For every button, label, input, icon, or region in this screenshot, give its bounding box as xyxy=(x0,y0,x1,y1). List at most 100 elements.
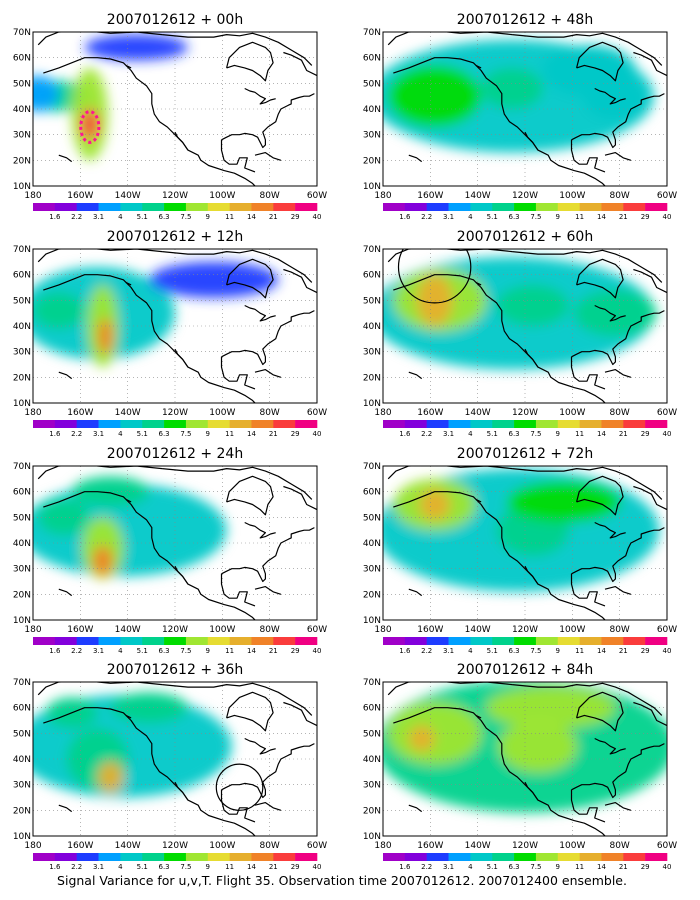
y-tick-label: 60N xyxy=(363,271,381,281)
colorbar-swatch xyxy=(98,420,121,428)
y-tick-label: 60N xyxy=(13,488,31,498)
circle-marker xyxy=(397,249,472,304)
x-tick-label: 80W xyxy=(259,625,279,635)
colorbar-label: 29 xyxy=(641,647,650,655)
y-tick-label: 60N xyxy=(13,704,31,714)
x-tick-label: 180 xyxy=(374,408,391,418)
coastline xyxy=(283,701,317,727)
colorbar-swatch xyxy=(579,853,602,861)
colorbar-swatch xyxy=(76,853,99,861)
colorbar-swatch xyxy=(557,203,580,211)
coastlines xyxy=(37,249,317,403)
coastline xyxy=(475,281,482,286)
coastline xyxy=(633,485,667,511)
y-tick-label: 30N xyxy=(363,348,381,358)
coastline xyxy=(633,51,667,77)
panel-title: 2007012612 + 72h xyxy=(457,446,593,462)
colorbar-swatch xyxy=(76,637,99,645)
colorbar-label: 29 xyxy=(291,647,300,655)
colorbar-label: 6.3 xyxy=(509,647,520,655)
colorbar-label: 6.3 xyxy=(159,863,170,871)
colorbar-swatch xyxy=(98,637,121,645)
coastline xyxy=(162,682,313,716)
x-tick-label: 160W xyxy=(67,191,93,201)
coastline xyxy=(283,51,317,77)
colorbar-label: 5.1 xyxy=(487,430,498,438)
coastline xyxy=(604,152,632,161)
coastline xyxy=(576,475,624,516)
coastline xyxy=(387,466,513,480)
coastline xyxy=(226,475,274,516)
colorbar-label: 1.6 xyxy=(49,213,61,221)
colorbar-label: 40 xyxy=(663,647,672,655)
colorbar-label: 9 xyxy=(206,213,210,221)
coastline xyxy=(576,41,624,82)
colorbar-label: 2.2 xyxy=(421,213,432,221)
colorbar-label: 40 xyxy=(313,647,322,655)
coastline xyxy=(604,369,632,378)
colorbar-swatch xyxy=(251,420,274,428)
colorbar-swatch xyxy=(426,637,449,645)
colorbar-swatch xyxy=(164,637,187,645)
coastline xyxy=(524,131,539,151)
panel-7: 2007012612 + 84h 180 160W 140W 120W 100W 80W 60… xyxy=(363,662,677,871)
colorbar-swatch xyxy=(120,420,143,428)
y-tick-label: 30N xyxy=(13,565,31,575)
coastline xyxy=(571,743,665,799)
colorbar-swatch xyxy=(54,637,77,645)
coastline xyxy=(37,249,163,263)
colorbar-swatch xyxy=(492,637,515,645)
circle-marker xyxy=(215,763,264,811)
variance-blob xyxy=(149,261,279,298)
colorbar-label: 5.1 xyxy=(487,863,498,871)
coastline xyxy=(387,32,513,46)
coastline xyxy=(37,466,163,480)
colorbar-label: 21 xyxy=(269,647,278,655)
coastline xyxy=(387,249,513,263)
panel-title: 2007012612 + 24h xyxy=(107,446,243,462)
colorbar-label: 7.5 xyxy=(180,430,191,438)
coastline xyxy=(58,588,73,597)
colorbar: 1.6 2.2 3.1 4 5.1 6.3 7.5 9 11 14 21 29 40 xyxy=(383,853,671,871)
x-tick-label: 60W xyxy=(307,408,327,418)
colorbar-swatch xyxy=(33,637,56,645)
x-tick-label: 160W xyxy=(417,191,443,201)
y-tick-label: 10N xyxy=(13,399,31,409)
panel-title: 2007012612 + 00h xyxy=(107,12,243,28)
x-tick-label: 80W xyxy=(259,408,279,418)
y-tick-label: 20N xyxy=(363,373,381,383)
coastline xyxy=(58,154,73,163)
colorbar-label: 3.1 xyxy=(443,647,454,655)
x-tick-label: 60W xyxy=(657,408,677,418)
coastlines xyxy=(387,466,667,620)
y-tick-label: 50N xyxy=(363,296,381,306)
coastline xyxy=(221,527,315,583)
colorbar-label: 11 xyxy=(575,647,584,655)
colorbar-swatch xyxy=(492,420,515,428)
colorbar-swatch xyxy=(164,853,187,861)
colorbar-label: 40 xyxy=(663,863,672,871)
x-tick-label: 80W xyxy=(609,408,629,418)
coastline xyxy=(576,258,624,299)
colorbar-swatch xyxy=(601,637,624,645)
variance-blob xyxy=(416,274,453,327)
colorbar-swatch xyxy=(295,853,318,861)
y-tick-label: 50N xyxy=(13,729,31,739)
x-tick-label: 160W xyxy=(417,625,443,635)
colorbar-swatch xyxy=(601,203,624,211)
colorbar-label: 6.3 xyxy=(509,430,520,438)
coastline xyxy=(524,781,539,801)
y-tick-label: 20N xyxy=(13,806,31,816)
plot-frame xyxy=(32,31,318,187)
coastline xyxy=(512,249,663,283)
colorbar-swatch xyxy=(142,637,165,645)
variance-field xyxy=(33,261,279,368)
y-tick-label: 70N xyxy=(363,28,381,38)
x-tick-label: 120W xyxy=(162,625,188,635)
colorbar-label: 5.1 xyxy=(137,213,148,221)
coastline xyxy=(408,804,423,813)
colorbar-label: 9 xyxy=(556,430,560,438)
x-tick-label: 120W xyxy=(162,191,188,201)
colorbar-label: 4 xyxy=(468,647,473,655)
coastline xyxy=(174,131,189,151)
